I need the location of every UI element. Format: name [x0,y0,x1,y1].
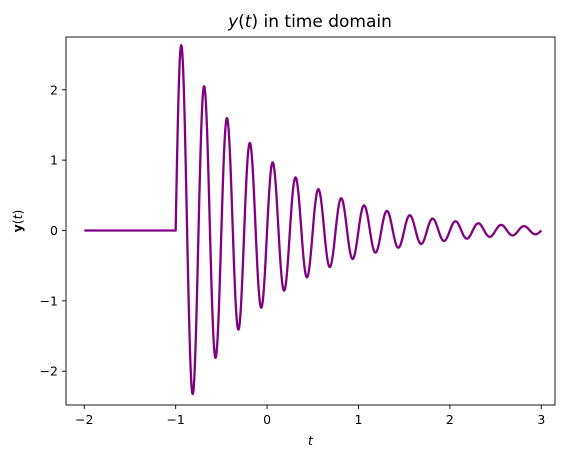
plot-layer [83,44,543,396]
chart-title-variable: y [227,12,239,32]
y-axis: −2 −1 0 1 2 [40,82,66,379]
chart-title-rest: in time domain [258,12,392,32]
series-line [83,44,543,396]
y-tick-label: 2 [50,82,58,97]
x-tick-label: −1 [166,412,184,427]
y-tick-label: 0 [50,223,58,238]
chart-title-paren-close: ) [251,12,258,32]
chart-title: y(t) in time domain [227,12,392,32]
y-tick-label: −1 [40,293,58,308]
y-axis-label: y(t) [10,210,25,233]
x-tick-label: 2 [446,412,454,427]
y-axis-label-paren-open: ( [10,219,25,224]
y-tick-label: −2 [40,364,58,379]
chart-title-argument: t [245,12,253,32]
x-axis-label: t [308,433,314,448]
plot-frame [65,36,556,406]
x-tick-label: 0 [263,412,271,427]
y-axis-label-paren-close: ) [10,210,25,215]
y-axis-label-argument: t [10,213,25,219]
x-tick-label: 1 [355,412,363,427]
x-tick-label: −2 [75,412,93,427]
y-axis-label-variable: y [10,224,25,232]
x-tick-label: 3 [537,412,545,427]
chart-title-paren-open: ( [238,12,245,32]
x-axis: −2 −1 0 1 2 3 [75,405,545,427]
y-tick-label: 1 [50,153,58,168]
